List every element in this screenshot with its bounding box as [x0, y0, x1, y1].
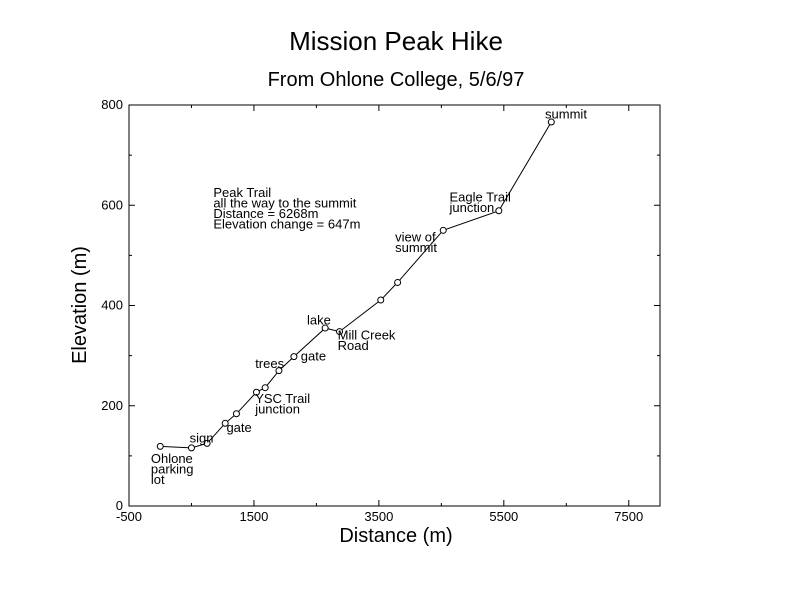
data-point [203, 439, 211, 447]
x-tick-label: 5500 [489, 509, 518, 524]
annotation-line: junction [254, 402, 300, 417]
annotation-label: trees [255, 356, 284, 371]
data-point [394, 278, 402, 286]
annotation-line: Distance = 6268m [213, 206, 318, 221]
annotation-line: parking [151, 461, 194, 476]
data-point [439, 226, 447, 234]
annotation-line: junction [448, 200, 494, 215]
data-point [290, 353, 298, 361]
y-tick-label: 600 [101, 197, 123, 212]
annotation-line: summit [545, 107, 587, 122]
x-tick-label: -500 [116, 509, 142, 524]
annotation-label: gate [301, 349, 326, 364]
annotation-label: Ohlone parking lot [151, 451, 194, 487]
y-tick-label: 400 [101, 298, 123, 313]
data-point [232, 410, 240, 418]
annotation-line: Eagle Trail [449, 190, 511, 205]
data-point [377, 296, 385, 304]
data-point [252, 388, 260, 396]
annotation-line: lot [151, 472, 165, 487]
annotation-label: gate [226, 420, 251, 435]
annotation-line: gate [226, 420, 251, 435]
data-point [495, 207, 503, 215]
annotation-label: sign [190, 430, 214, 445]
annotation-line: trees [255, 356, 284, 371]
data-point [336, 328, 344, 336]
annotation-label: lake [307, 313, 331, 328]
annotation-line: view of [395, 229, 436, 244]
chart-subtitle: From Ohlone College, 5/6/97 [268, 69, 525, 91]
y-tick-label: 800 [101, 97, 123, 112]
annotation-line: Ohlone [151, 451, 193, 466]
data-point [321, 324, 329, 332]
annotation-label: view of summit [395, 229, 437, 255]
annotation-label: Eagle Trail junction [448, 190, 511, 216]
data-point [547, 118, 555, 126]
annotation-line: Mill Creek [338, 328, 396, 343]
y-tick-label: 200 [101, 398, 123, 413]
axes: -500 1500 3500 5500 7500 0 200 400 600 800 [101, 97, 660, 524]
annotation-line: YSC Trail [255, 391, 310, 406]
annotation-line: Road [338, 338, 369, 353]
annotation-line: lake [307, 313, 331, 328]
annotation-label: Mill Creek Road [338, 328, 396, 354]
y-tick-label: 0 [116, 498, 123, 513]
x-tick-label: 7500 [614, 509, 643, 524]
series-polyline [160, 121, 552, 449]
data-point [187, 444, 195, 452]
chart-title: Mission Peak Hike [289, 26, 503, 56]
annotation-line: Elevation change = 647m [213, 217, 360, 232]
x-axis-label: Distance (m) [339, 525, 452, 547]
annotation-line: gate [301, 349, 326, 364]
series-line [156, 118, 555, 452]
annotation-label: YSC Trail junction [254, 391, 310, 417]
data-point [261, 384, 269, 392]
data-point [275, 367, 283, 375]
annotation-line: Peak Trail [213, 185, 271, 200]
annotation-label: summit [545, 107, 587, 122]
annotation-line: summit [395, 240, 437, 255]
x-tick-label: 1500 [239, 509, 268, 524]
annotation-line: sign [190, 430, 214, 445]
annotation-label: Peak Trail all the way to the summit Dista… [213, 185, 360, 232]
annotation-line: all the way to the summit [213, 196, 356, 211]
x-tick-label: 3500 [364, 509, 393, 524]
y-axis-label: Elevation (m) [69, 246, 91, 364]
data-point [156, 442, 164, 450]
data-point [221, 419, 229, 427]
